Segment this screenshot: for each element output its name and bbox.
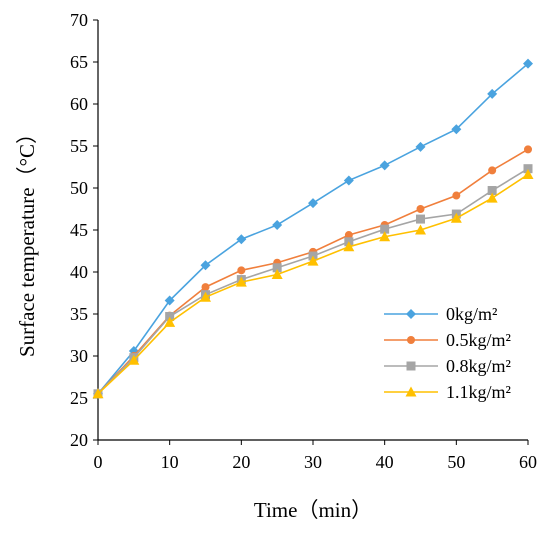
legend-label: 1.1kg/m² (446, 382, 511, 402)
legend-swatch-marker (405, 386, 417, 397)
data-point (415, 141, 426, 152)
y-tick-label: 25 (70, 388, 88, 408)
data-point (450, 212, 462, 223)
legend-swatch-marker (406, 361, 416, 371)
data-point (272, 219, 283, 230)
x-tick-label: 10 (161, 452, 179, 472)
data-point (128, 354, 140, 365)
data-point (237, 266, 246, 275)
data-point (524, 145, 532, 154)
legend-swatch-marker (407, 336, 415, 344)
data-point (486, 192, 498, 203)
axes: 20 25 30 35 40 45 50 55 60 65 70 0 10 20 30 40 50 60 (70, 10, 537, 472)
y-tick-label: 35 (70, 304, 88, 324)
legend-item: 0kg/m² (384, 304, 497, 324)
y-tick-label: 60 (70, 94, 88, 114)
legend-item: 1.1kg/m² (384, 382, 511, 402)
y-tick-label: 40 (70, 262, 88, 282)
data-point (379, 231, 391, 242)
data-point (379, 160, 390, 171)
x-tick-label: 30 (304, 452, 322, 472)
y-tick-label: 55 (70, 136, 88, 156)
data-point (164, 295, 175, 306)
data-point (308, 198, 318, 209)
legend-item: 0.5kg/m² (384, 330, 511, 350)
data-point (236, 234, 247, 245)
data-point (487, 88, 498, 99)
y-tick-label: 30 (70, 346, 88, 366)
data-point (452, 191, 461, 200)
y-tick-label: 50 (70, 178, 88, 198)
data-point (307, 255, 319, 266)
data-point (416, 214, 425, 224)
data-point (200, 291, 211, 302)
data-point (522, 169, 534, 180)
legend-label: 0.5kg/m² (446, 330, 511, 350)
data-point (344, 231, 353, 240)
legend-label: 0.8kg/m² (446, 356, 511, 376)
data-point (416, 205, 425, 213)
x-tick-label: 20 (232, 452, 250, 472)
data-point (200, 260, 211, 271)
data-point (272, 263, 282, 273)
data-point (164, 316, 176, 327)
x-tick-label: 0 (94, 452, 103, 472)
x-axis-title: Time（min） (254, 498, 372, 522)
x-tick-label: 60 (519, 452, 537, 472)
x-tick-label: 50 (447, 452, 465, 472)
data-point (343, 241, 355, 252)
data-point (92, 388, 104, 399)
y-tick-label: 20 (70, 430, 88, 450)
data-point (343, 175, 354, 186)
data-point (451, 124, 462, 135)
legend: 0kg/m² 0.5kg/m² 0.8kg/m² 1.1kg/m² (384, 304, 511, 402)
legend-label: 0kg/m² (446, 304, 497, 324)
data-point (523, 58, 533, 69)
data-point (271, 269, 283, 280)
data-point (201, 283, 210, 292)
series-0 (93, 58, 533, 399)
series-layer (92, 58, 534, 399)
series-3 (92, 169, 534, 399)
y-tick-label: 70 (70, 10, 88, 30)
x-tick-label: 40 (376, 452, 394, 472)
data-point (235, 276, 247, 287)
data-point (165, 312, 175, 322)
legend-swatch-marker (406, 309, 416, 319)
y-tick-label: 45 (70, 220, 88, 240)
y-axis-title: Surface temperature（°C） (15, 123, 39, 357)
data-point (523, 164, 533, 174)
data-point (488, 166, 497, 175)
data-point (380, 224, 390, 234)
data-point (487, 186, 497, 196)
legend-item: 0.8kg/m² (384, 356, 511, 376)
data-point (415, 224, 426, 235)
y-tick-label: 65 (70, 52, 88, 72)
